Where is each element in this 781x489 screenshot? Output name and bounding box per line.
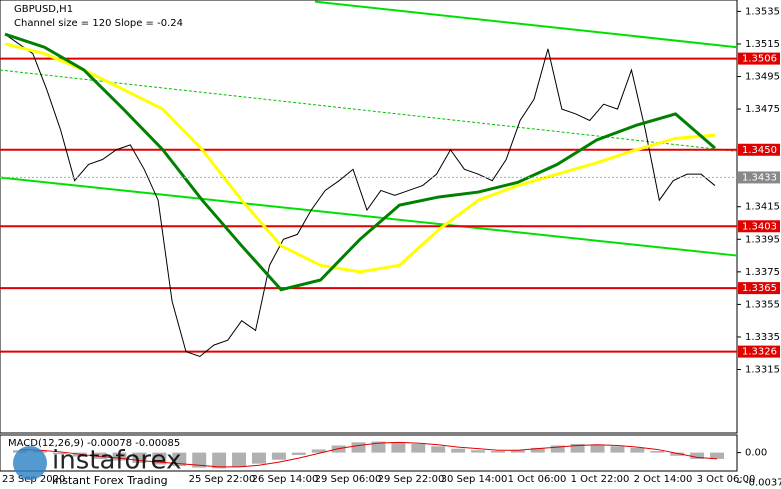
level-label: 1.3326: [742, 347, 777, 358]
trend-line: [0, 69, 738, 152]
level-tag: [738, 345, 780, 358]
y-tick-label: 1.3355: [745, 299, 780, 310]
level-tag: [738, 220, 780, 233]
macd-bar: [570, 443, 585, 453]
trend-line: [0, 176, 738, 257]
y-tick-label: 1.3535: [745, 6, 780, 17]
macd-bar: [391, 442, 406, 453]
current-price-label: 1.3433: [742, 172, 777, 183]
y-tick-label: 1.3395: [745, 234, 780, 245]
x-tick-label: 1 Oct 06:00: [508, 474, 567, 485]
macd-bar: [630, 447, 645, 453]
macd-bar: [212, 452, 227, 469]
y-tick-label: 1.3415: [745, 202, 780, 213]
macd-bar: [710, 452, 725, 459]
macd-bar: [550, 445, 565, 453]
macd-bar: [152, 452, 167, 465]
y-tick-label: 1.3335: [745, 332, 780, 343]
macd-bar: [251, 452, 266, 464]
macd-bar: [471, 450, 486, 453]
y-tick-label: 1.3315: [745, 365, 780, 376]
macd-bar: [670, 452, 685, 456]
macd-bar: [172, 452, 187, 467]
macd-bar: [192, 452, 207, 468]
macd-bar: [311, 449, 326, 453]
macd-bar: [351, 442, 366, 453]
macd-bar: [490, 451, 505, 453]
y-tick-label: 1.3375: [745, 267, 780, 278]
macd-bar: [52, 452, 67, 455]
x-tick-label: 3 Oct 06:00: [697, 474, 756, 485]
price-series: [4, 42, 716, 274]
macd-bar: [530, 447, 545, 453]
macd-bar: [132, 452, 147, 463]
level-label: 1.3450: [742, 145, 777, 156]
level-tag: [738, 143, 780, 156]
x-tick-label: 29 Sep 06:00: [315, 474, 382, 485]
level-label: 1.3365: [742, 283, 777, 294]
chart-title: GBPUSD,H1: [14, 4, 73, 15]
trend-line: [314, 0, 738, 49]
price-series: [4, 33, 716, 358]
macd-title: MACD(12,26,9) -0.00078 -0.00085: [8, 438, 180, 449]
watermark: instaforex Instant Forex Trading: [13, 446, 181, 487]
y-tick-label: 1.3515: [745, 39, 780, 50]
logo: [13, 446, 47, 480]
macd-bar: [411, 443, 426, 453]
x-tick-label: 1 Oct 22:00: [571, 474, 630, 485]
level-tag: [738, 52, 780, 65]
macd-bar: [590, 444, 605, 453]
x-tick-label: 2 Oct 14:00: [634, 474, 693, 485]
level-label: 1.3403: [742, 221, 777, 232]
macd-bar: [451, 448, 466, 453]
macd-bar: [690, 452, 705, 459]
macd-bar: [431, 446, 446, 453]
y-tick-label: 0.00: [745, 448, 767, 459]
macd-bar: [112, 452, 127, 461]
macd-bar: [371, 441, 386, 453]
y-tick-label: -0.00375: [745, 477, 781, 488]
y-tick-label: 1.3475: [745, 104, 780, 115]
level-label: 1.3506: [742, 54, 777, 65]
macd-bar: [291, 452, 306, 455]
macd-bar: [650, 451, 665, 453]
x-tick-label: 26 Sep 14:00: [252, 474, 319, 485]
level-tag: [738, 282, 780, 295]
y-tick-label: 1.3495: [745, 72, 780, 83]
signal-line: [19, 441, 718, 468]
x-tick-label: 25 Sep 22:00: [189, 474, 256, 485]
macd-bar: [232, 452, 247, 467]
current-price-tag: [738, 171, 780, 184]
macd-bar: [92, 452, 107, 459]
x-tick-label: 30 Sep 14:00: [441, 474, 508, 485]
chart-subtitle: Channel size = 120 Slope = -0.24: [14, 18, 183, 29]
macd-bar: [271, 452, 286, 460]
x-tick-label: 29 Sep 22:00: [378, 474, 445, 485]
macd-bar: [610, 446, 625, 453]
tagline: Instant Forex Trading: [52, 474, 168, 487]
macd-bar: [510, 450, 525, 453]
brand: instaforex: [52, 446, 181, 476]
price-series: [4, 32, 716, 292]
